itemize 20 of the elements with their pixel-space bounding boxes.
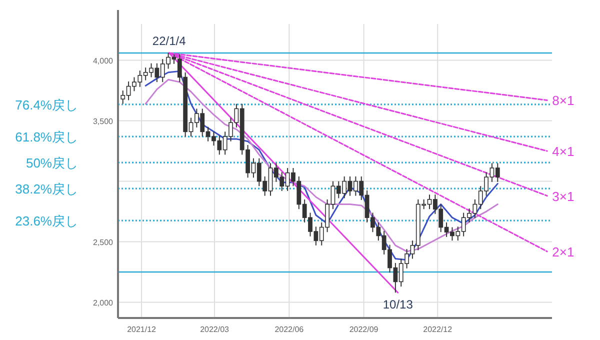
ref-line-label: 38.2%戻し	[15, 182, 78, 197]
series-label: 3×1	[552, 188, 574, 204]
x-tick-label: 2022/03	[200, 325, 230, 334]
annotation: 10/13	[382, 298, 414, 312]
ref-line-label: 61.8%戻し	[15, 130, 78, 145]
annotation: 22/1/4	[152, 34, 186, 48]
series-label: 2×1	[552, 244, 574, 260]
series-label: 4×1	[552, 144, 574, 160]
y-tick-label: 4,000	[92, 56, 114, 66]
y-tick-label: 2,000	[92, 298, 114, 308]
x-tick-label: 2022/06	[274, 325, 304, 334]
y-tick-label: 2,500	[92, 238, 114, 247]
ref-line-label: 50%戻し	[26, 156, 78, 171]
ref-line-label: 23.6%戻し	[15, 214, 78, 229]
series-label: 8×1	[552, 93, 574, 108]
x-tick-label: 2022/09	[349, 325, 379, 334]
x-tick-label: 2022/12	[423, 325, 453, 334]
x-tick-label: 2021/12	[127, 325, 157, 334]
ref-line-label: 76.4%戻し	[15, 97, 78, 112]
y-tick-label: 3,500	[92, 116, 114, 126]
